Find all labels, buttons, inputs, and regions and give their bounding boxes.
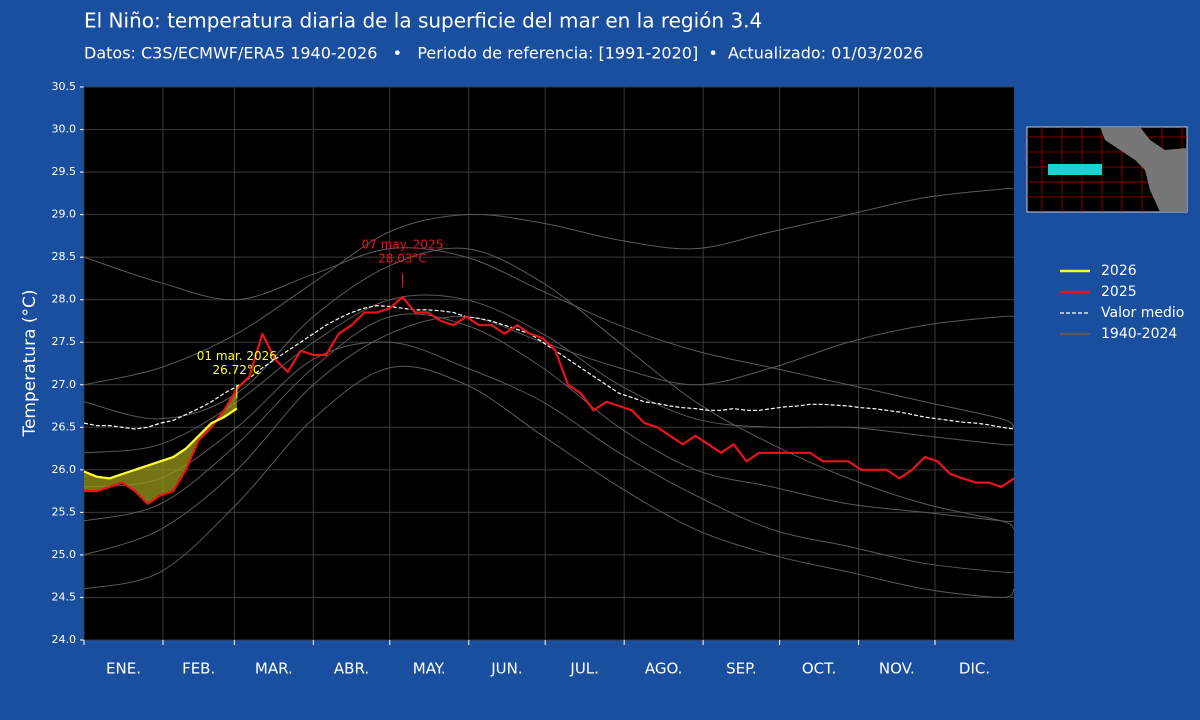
series-line <box>83 407 238 480</box>
series-line <box>83 305 1015 430</box>
legend-label: 1940-2024 <box>1101 326 1177 342</box>
y-tick-label: 27.0 <box>52 378 77 391</box>
y-tick-label: 25.5 <box>52 505 77 518</box>
annotation-date: 07 may. 2025 <box>362 238 444 252</box>
x-tick-label: AGO. <box>645 660 683 678</box>
legend-label: 2026 <box>1101 263 1137 279</box>
legend-label: Valor medio <box>1101 305 1184 321</box>
chart-title: El Niño: temperatura diaria de la superf… <box>84 9 762 33</box>
x-tick-label: FEB. <box>182 660 215 678</box>
history-line <box>83 365 1015 598</box>
map-inset <box>1026 126 1188 213</box>
annotation-value: 26.72°C <box>213 363 262 377</box>
x-tick-label: ABR. <box>334 660 369 678</box>
y-tick-label: 30.0 <box>52 123 77 136</box>
y-tick-label: 28.5 <box>52 250 77 263</box>
history-line <box>83 294 1015 454</box>
x-tick-label: MAR. <box>255 660 293 678</box>
x-tick-label: DIC. <box>959 660 990 678</box>
history-line <box>83 341 1015 574</box>
x-tick-label: JUN. <box>490 660 522 678</box>
y-tick-label: 26.0 <box>52 463 77 476</box>
y-tick-label: 24.5 <box>52 590 77 603</box>
legend-label: 2025 <box>1101 284 1137 300</box>
annotation-value: 28.03°C <box>378 252 427 266</box>
x-tick-label: ENE. <box>106 660 141 678</box>
y-axis-label: Temperatura (°C) <box>20 289 40 437</box>
x-tick-label: JUL. <box>569 660 599 678</box>
x-tick-label: NOV. <box>879 660 915 678</box>
y-tick-label: 30.5 <box>52 80 77 93</box>
x-tick-label: MAY. <box>413 660 446 678</box>
y-tick-label: 26.5 <box>52 420 77 433</box>
history-line <box>83 247 1015 530</box>
annotation-date: 01 mar. 2026 <box>197 349 277 363</box>
chart-subtitle: Datos: C3S/ECMWF/ERA5 1940-2026 • Period… <box>84 44 923 63</box>
map-land <box>1100 127 1187 212</box>
y-tick-label: 27.5 <box>52 335 77 348</box>
map-region <box>1048 164 1102 175</box>
y-tick-label: 29.5 <box>52 165 77 178</box>
x-tick-label: SEP. <box>726 660 756 678</box>
y-tick-label: 24.0 <box>52 633 77 646</box>
y-tick-label: 29.0 <box>52 208 77 221</box>
series-line <box>84 296 1015 505</box>
y-tick-label: 28.0 <box>52 293 77 306</box>
y-tick-label: 25.0 <box>52 548 77 561</box>
x-tick-label: OCT. <box>802 660 836 678</box>
history-line <box>83 247 1015 428</box>
history-line <box>83 313 1015 523</box>
history-line <box>83 187 1015 386</box>
